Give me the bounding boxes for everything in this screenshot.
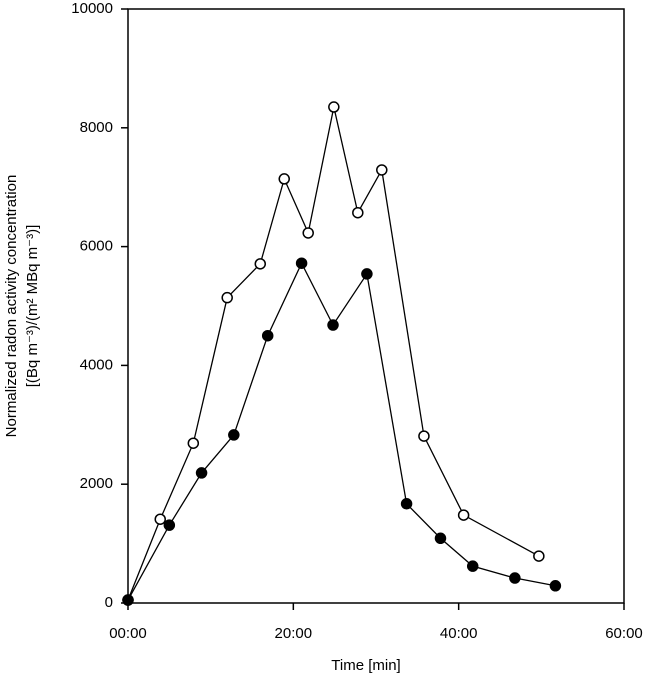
data-point	[549, 580, 562, 592]
data-point	[361, 268, 373, 280]
data-point	[154, 513, 166, 525]
data-point	[228, 429, 240, 441]
data-point	[163, 519, 176, 531]
x-tick-label: 60:00	[605, 625, 643, 642]
data-point	[509, 572, 521, 584]
data-point	[376, 164, 388, 176]
data-point	[254, 258, 267, 270]
x-tick-label: 00:00	[109, 625, 147, 642]
data-point	[466, 560, 479, 572]
series-line	[127, 106, 540, 601]
x-tick-label: 40:00	[440, 625, 478, 642]
y-tick-label: 10000	[71, 0, 113, 17]
data-point	[122, 594, 134, 606]
x-axis-title: Time [min]	[331, 657, 400, 674]
y-tick-label: 4000	[80, 356, 113, 373]
data-point	[400, 498, 413, 510]
x-tick-label: 20:00	[275, 625, 313, 642]
data-point	[352, 206, 364, 219]
data-point	[457, 509, 470, 521]
data-point	[418, 430, 430, 442]
data-point	[327, 319, 339, 331]
y-axis-title: [(Bq m⁻³)/(m² MBq m⁻³)]	[24, 225, 41, 387]
data-point	[195, 467, 208, 479]
data-point	[302, 227, 314, 239]
y-tick-label: 2000	[80, 475, 113, 492]
data-point	[328, 101, 340, 113]
y-tick-label: 6000	[80, 238, 113, 255]
data-point	[278, 173, 290, 185]
data-point	[221, 291, 233, 304]
plot-frame	[127, 8, 625, 604]
data-point	[187, 437, 200, 449]
series-line	[127, 261, 556, 601]
data-point	[261, 329, 274, 342]
data-point	[533, 550, 545, 562]
y-tick-label: 0	[105, 594, 113, 611]
data-point	[295, 257, 308, 269]
y-tick-label: 8000	[80, 119, 113, 136]
data-point	[434, 532, 447, 545]
y-axis-title: Normalized radon activity concentration	[3, 175, 20, 438]
